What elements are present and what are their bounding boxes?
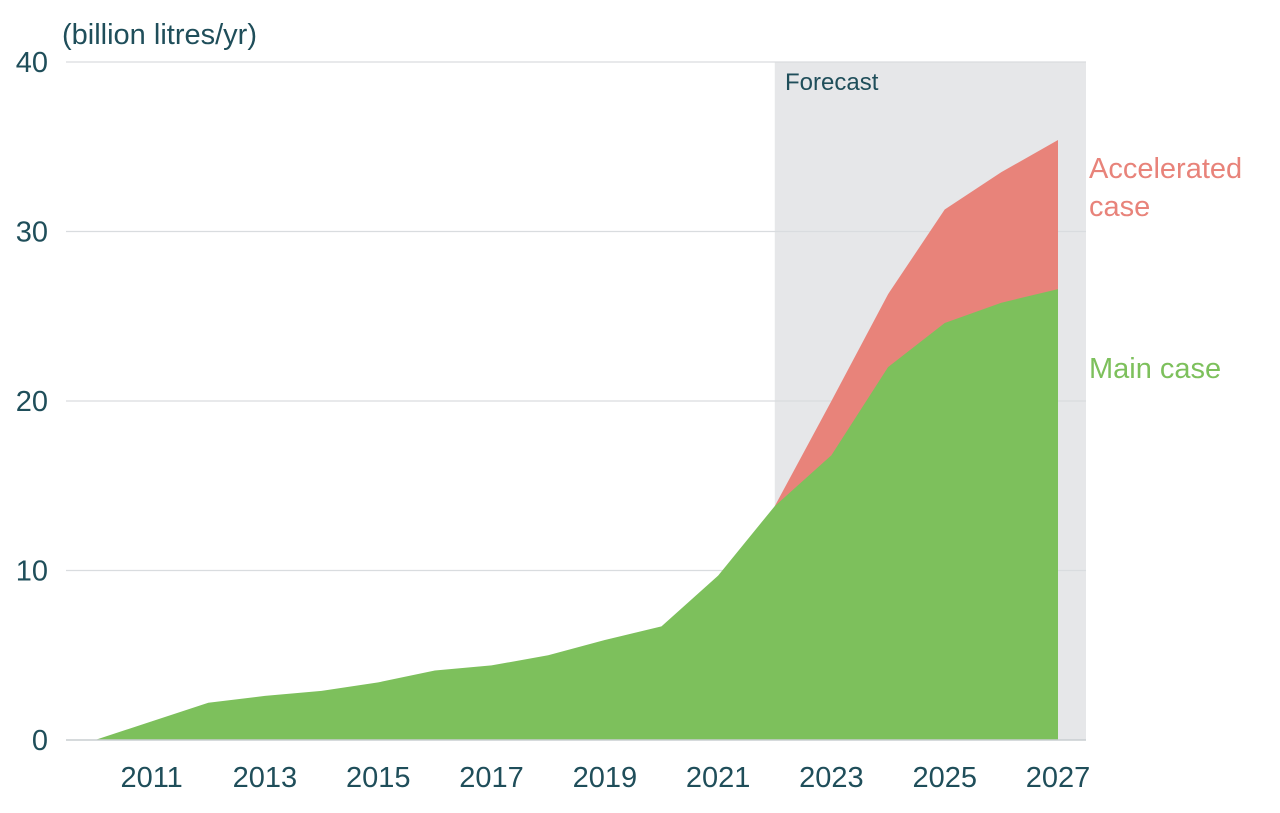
x-tick-label: 2015 [346,762,411,794]
x-tick-label: 2011 [120,762,182,794]
x-tick-label: 2017 [459,762,524,794]
x-tick-label: 2021 [686,762,751,794]
y-tick-label: 10 [16,556,48,588]
series-areas [95,139,1058,741]
series-label-accelerated-case: Accelerated [1089,153,1242,185]
series-label-accelerated-case: case [1089,191,1150,223]
axes: 0 10 20 30 40 2011 2013 2015 2017 2019 2021 2023 202… [16,47,1091,794]
area-main-case [95,289,1058,740]
y-tick-label: 40 [16,47,48,79]
forecast-label: Forecast [785,69,879,96]
x-tick-label: 2025 [912,762,977,794]
y-tick-label: 20 [16,386,48,418]
labels: (billion litres/yr) Forecast Accelerated… [62,19,1242,385]
y-axis-unit-label: (billion litres/yr) [62,19,257,51]
x-tick-label: 2019 [573,762,638,794]
y-tick-label: 0 [32,725,48,757]
x-tick-label: 2013 [233,762,298,794]
x-tick-label: 2027 [1026,762,1091,794]
y-tick-label: 30 [16,217,48,249]
series-label-main-case: Main case [1089,353,1221,385]
x-tick-label: 2023 [799,762,864,794]
